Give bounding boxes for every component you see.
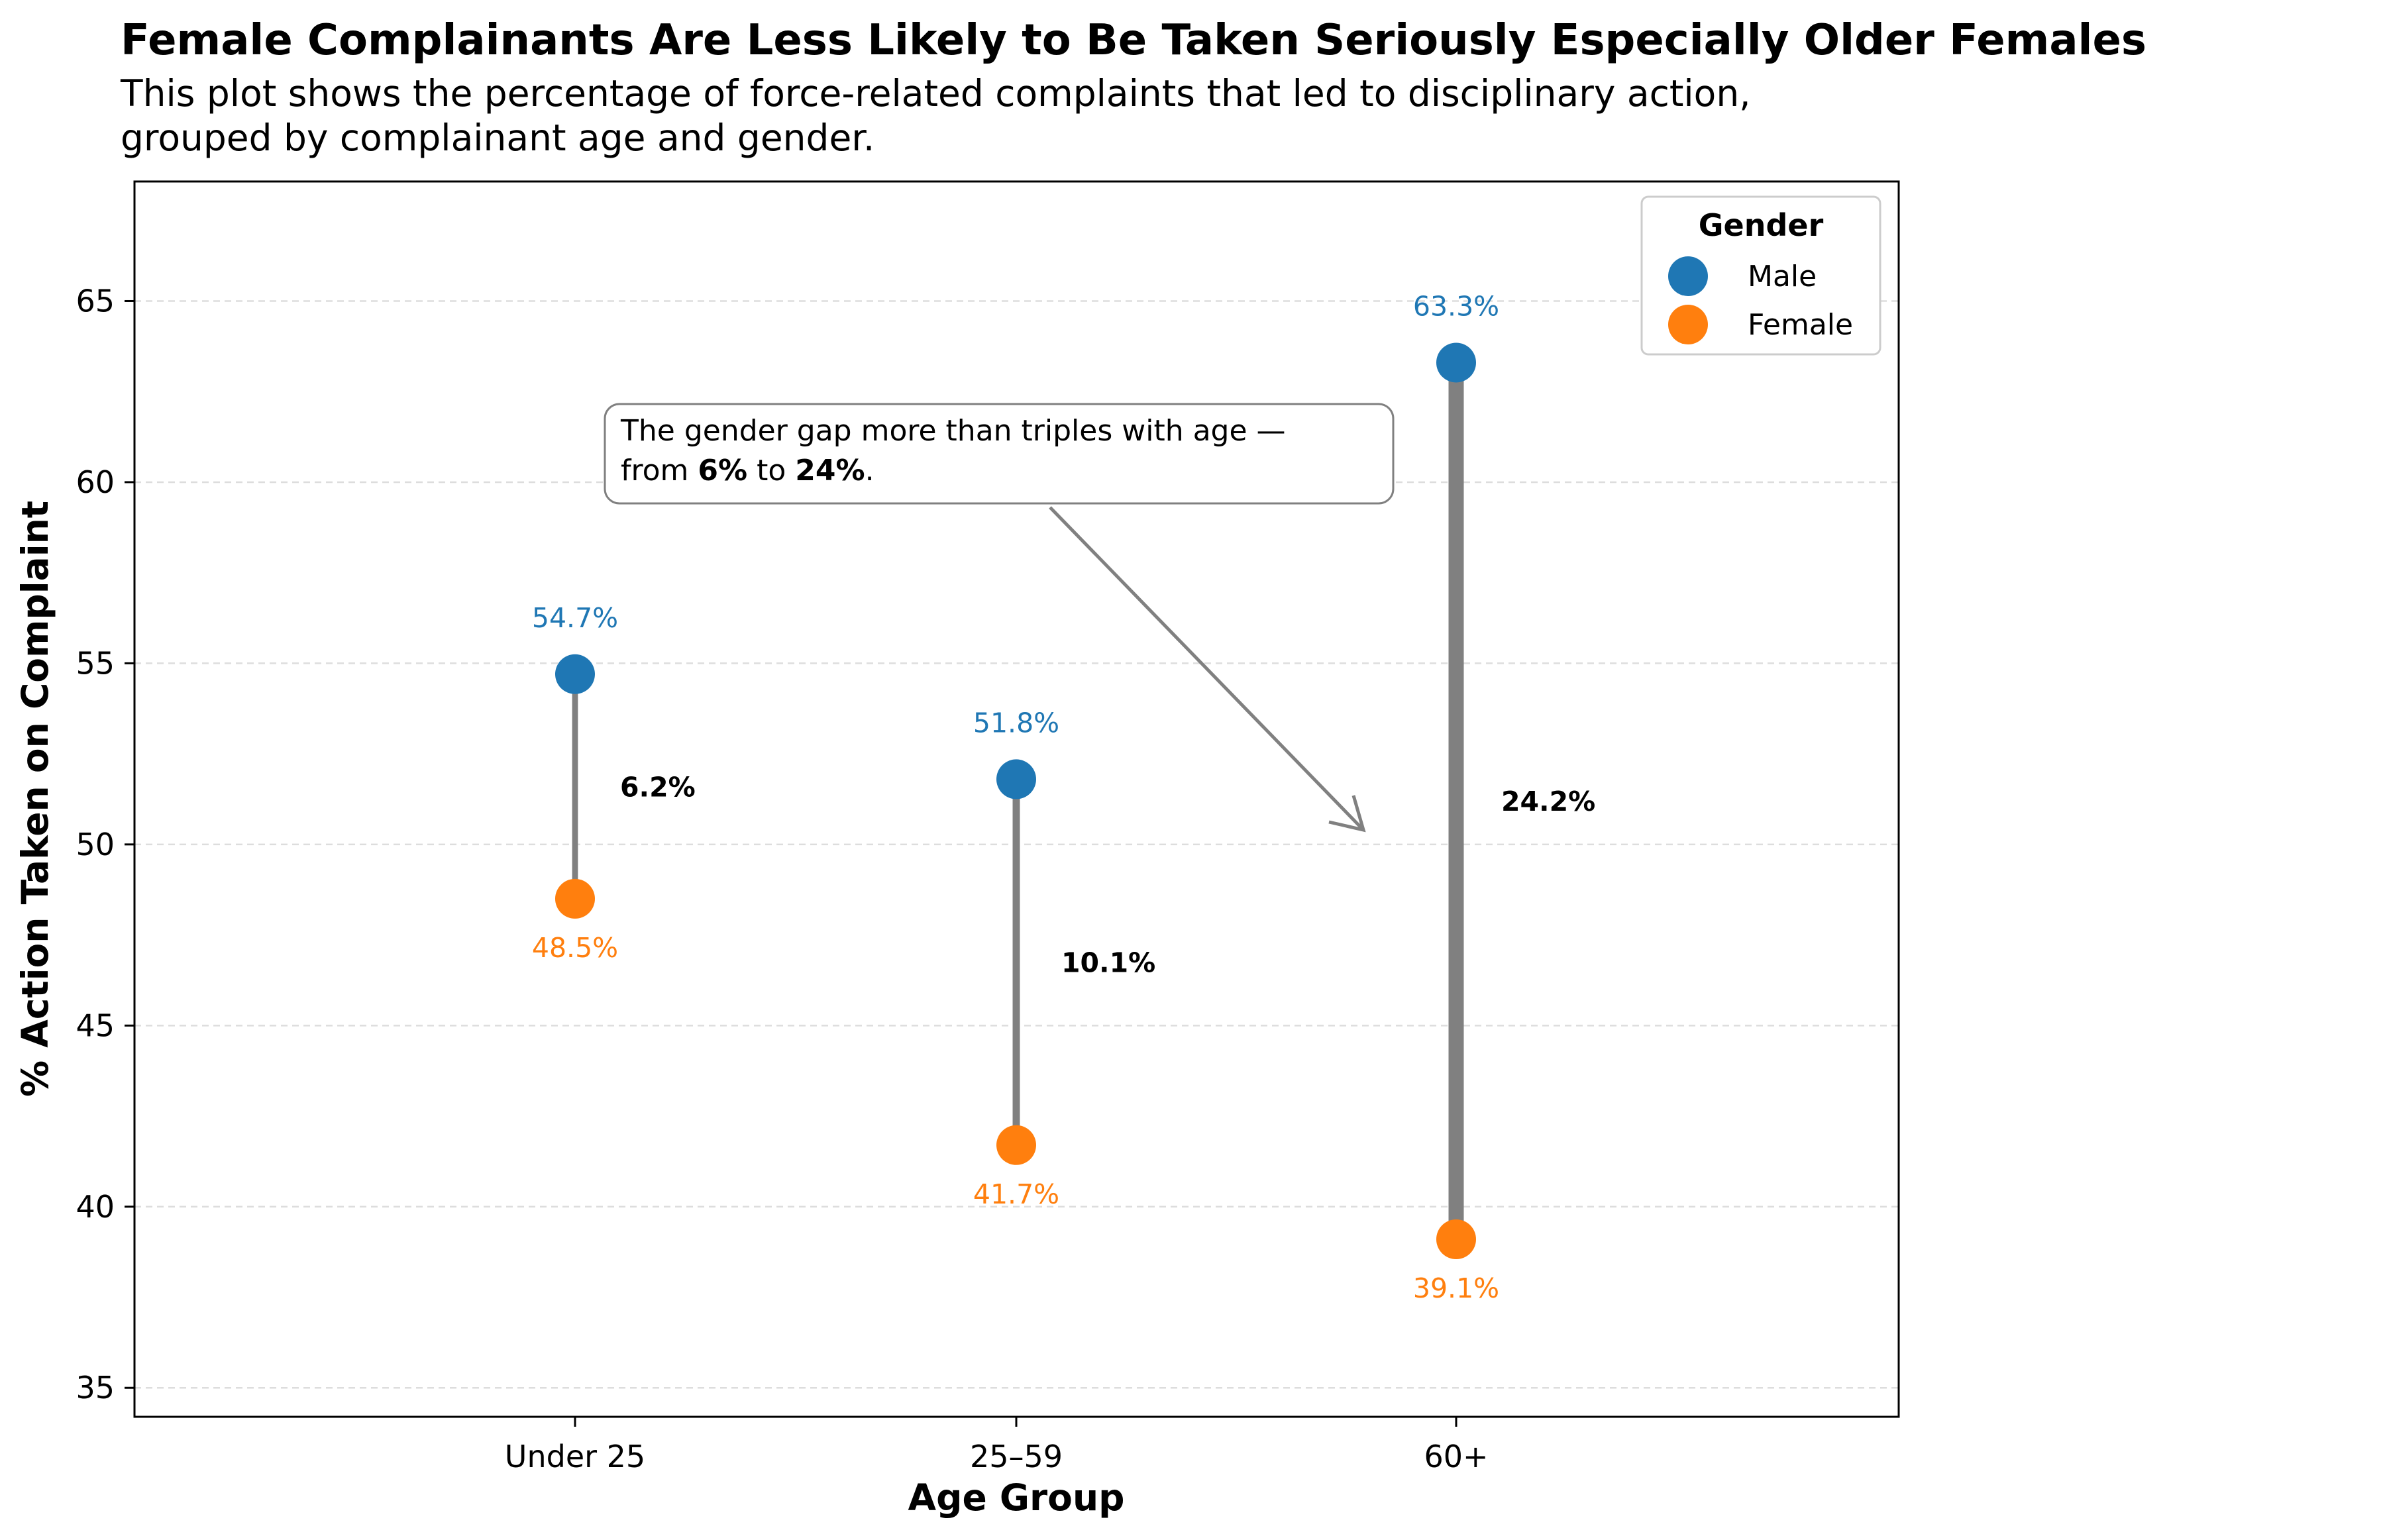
male-value-label: 51.8% <box>973 707 1059 739</box>
female-value-label: 48.5% <box>532 932 618 964</box>
annotation-line-2: from 6% to 24%. <box>621 454 874 488</box>
annotation-arrow-shaft <box>1049 506 1365 831</box>
legend-marker-male <box>1668 256 1708 296</box>
male-point <box>555 654 595 694</box>
y-tick-label: 35 <box>76 1370 115 1406</box>
x-axis-ticks: Under 25 25–59 60+ <box>505 1417 1489 1474</box>
male-value-label: 63.3% <box>1413 290 1499 322</box>
y-tick-label: 50 <box>76 827 115 862</box>
annotation-arrowhead <box>1328 795 1366 833</box>
data-markers <box>555 342 1476 1260</box>
connector-lines <box>572 362 1464 1240</box>
female-point <box>1436 1219 1476 1260</box>
annotation-bold-end: 24% <box>795 454 865 488</box>
chart-subtitle-line-2: grouped by complainant age and gender. <box>121 117 874 159</box>
annotation-text-from: from <box>621 454 698 488</box>
female-point <box>996 1125 1036 1165</box>
male-point <box>1436 342 1476 383</box>
legend-marker-female <box>1668 305 1708 344</box>
y-tick-label: 45 <box>76 1007 115 1043</box>
y-axis-ticks: 35 40 45 50 55 60 65 <box>76 283 134 1406</box>
annotation-period: . <box>865 454 874 488</box>
legend: Gender Male Female <box>1640 195 1881 356</box>
y-tick-label: 60 <box>76 464 115 500</box>
male-value-label: 54.7% <box>532 602 618 634</box>
x-axis-label: Age Group <box>908 1476 1125 1519</box>
gap-label: 6.2% <box>620 771 696 803</box>
gap-label: 10.1% <box>1061 947 1155 979</box>
female-value-label: 39.1% <box>1413 1272 1499 1304</box>
x-tick-label: 60+ <box>1424 1439 1488 1474</box>
annotation-box <box>604 403 1395 505</box>
x-tick-label: Under 25 <box>505 1439 645 1474</box>
legend-label-male: Male <box>1748 260 1817 293</box>
annotation: The gender gap more than triples with ag… <box>604 403 1395 833</box>
y-tick-label: 55 <box>76 645 115 681</box>
y-tick-label: 65 <box>76 283 115 319</box>
chart-title: Female Complainants Are Less Likely to B… <box>121 16 2146 65</box>
female-value-label: 41.7% <box>973 1178 1059 1210</box>
gap-label: 24.2% <box>1501 786 1595 817</box>
male-point <box>996 759 1036 799</box>
y-axis-label: % Action Taken on Complaint <box>14 501 56 1097</box>
legend-label-female: Female <box>1748 308 1853 342</box>
annotation-text-to: to <box>747 454 795 488</box>
annotation-line-1: The gender gap more than triples with ag… <box>620 414 1286 448</box>
legend-title: Gender <box>1699 207 1824 243</box>
female-point <box>555 878 595 919</box>
data-labels: 54.7% 48.5% 6.2% 51.8% 41.7% 10.1% 63.3% 39.1% 2… <box>532 290 1595 1304</box>
y-tick-label: 40 <box>76 1189 115 1225</box>
chart-subtitle-line-1: This plot shows the percentage of force-… <box>120 72 1751 115</box>
annotation-bold-start: 6% <box>698 454 747 488</box>
x-tick-label: 25–59 <box>970 1439 1063 1474</box>
